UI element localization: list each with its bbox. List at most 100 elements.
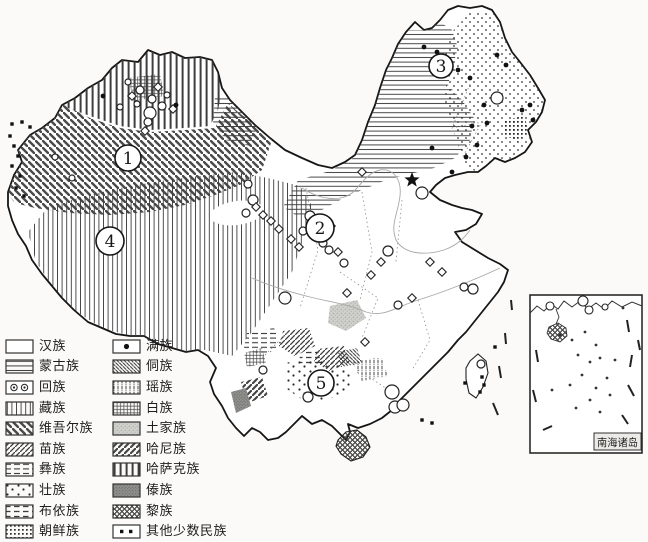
legend-swatch-menggu bbox=[5, 359, 34, 374]
legend-item-miao: 苗族 bbox=[5, 439, 104, 460]
diamond-symbols bbox=[126, 81, 448, 348]
region-yao bbox=[352, 357, 388, 381]
legend-label: 满族 bbox=[146, 338, 174, 354]
region-miao-1 bbox=[279, 328, 315, 356]
legend-swatch-zang bbox=[5, 400, 34, 416]
svg-text:2: 2 bbox=[315, 219, 326, 239]
legend-label: 朝鲜族 bbox=[39, 524, 80, 540]
legend-label: 哈尼族 bbox=[146, 441, 187, 457]
legend-item-dai: 傣族 bbox=[112, 480, 227, 501]
legend-item-menggu: 蒙古族 bbox=[5, 357, 104, 378]
legend-item-qita: 其他少数民族 bbox=[112, 521, 227, 542]
legend-column-1: 汉族蒙古族回族藏族维吾尔族苗族彝族壮族布依族朝鲜族 bbox=[5, 336, 104, 542]
minority-square-symbols bbox=[8, 120, 497, 425]
legend-item-li: 黎族 bbox=[112, 501, 227, 522]
south-china-sea-inset: 南海诸岛 bbox=[529, 294, 643, 454]
legend-item-yi: 彝族 bbox=[5, 460, 104, 481]
legend-swatch-hasake bbox=[112, 462, 141, 477]
yangtze-river bbox=[251, 267, 501, 314]
hui-circle-symbols bbox=[51, 78, 504, 414]
legend-label: 苗族 bbox=[39, 441, 67, 457]
rivers bbox=[251, 169, 501, 314]
legend-item-buyi: 布依族 bbox=[5, 501, 104, 522]
region-mongol-band bbox=[283, 22, 474, 218]
legend-swatch-dai bbox=[112, 483, 141, 498]
legend-item-chaoxian: 朝鲜族 bbox=[5, 521, 104, 542]
region-marker-4: 4 bbox=[95, 226, 125, 256]
region-yi bbox=[244, 328, 282, 356]
legend-swatch-bai bbox=[112, 400, 141, 416]
capital-star-icon bbox=[404, 172, 420, 187]
legend-label: 彝族 bbox=[39, 462, 67, 478]
legend-label: 布依族 bbox=[39, 503, 80, 519]
legend-swatch-miao bbox=[5, 442, 34, 457]
legend-swatch-hani bbox=[112, 442, 141, 457]
legend-label: 黎族 bbox=[146, 503, 174, 519]
legend-item-tujia: 土家族 bbox=[112, 418, 227, 439]
legend-column-2: 满族侗族瑶族白族土家族哈尼族哈萨克族傣族黎族其他少数民族 bbox=[112, 336, 227, 542]
taiwan-island bbox=[465, 353, 489, 399]
legend-label: 侗族 bbox=[146, 359, 174, 375]
legend-item-hasake: 哈萨克族 bbox=[112, 460, 227, 481]
legend-item-bai: 白族 bbox=[112, 398, 227, 419]
svg-text:4: 4 bbox=[105, 232, 116, 252]
legend-label: 汉族 bbox=[39, 338, 67, 354]
legend-swatch-buyi bbox=[5, 503, 34, 519]
qaidam-basin bbox=[210, 200, 264, 226]
province-boundaries bbox=[261, 83, 483, 393]
region-marker-5: 5 bbox=[307, 369, 335, 397]
legend-swatch-hui bbox=[5, 380, 34, 395]
inset-hui-circles bbox=[545, 295, 609, 315]
region-marker-3: 3 bbox=[428, 53, 454, 79]
numbered-region-markers: 1 2 3 4 5 bbox=[95, 53, 454, 397]
svg-text:5: 5 bbox=[316, 374, 327, 394]
legend-swatch-li bbox=[112, 503, 141, 519]
legend-swatch-yao bbox=[112, 380, 141, 395]
legend-item-hui: 回族 bbox=[5, 377, 104, 398]
legend-item-hani: 哈尼族 bbox=[112, 439, 227, 460]
manchu-dot-symbols bbox=[100, 44, 536, 175]
legend-label: 其他少数民族 bbox=[146, 524, 228, 540]
legend-swatch-chaoxian bbox=[5, 524, 34, 539]
legend-label: 藏族 bbox=[39, 400, 67, 416]
legend-swatch-dong bbox=[112, 359, 141, 374]
inset-leizhou bbox=[555, 308, 560, 325]
legend-swatch-zhuang bbox=[5, 483, 34, 498]
legend-swatch-weiwuer bbox=[5, 421, 34, 436]
svg-text:1: 1 bbox=[123, 149, 134, 169]
legend-item-dong: 侗族 bbox=[112, 357, 227, 378]
legend-label: 土家族 bbox=[146, 421, 187, 437]
svg-text:3: 3 bbox=[436, 57, 447, 77]
inset-label: 南海诸岛 bbox=[597, 436, 638, 449]
region-korean bbox=[504, 116, 530, 142]
inset-boundary-dashes bbox=[532, 319, 641, 431]
legend-swatch-qita bbox=[112, 524, 141, 539]
legend-label: 壮族 bbox=[39, 482, 67, 498]
region-tujia bbox=[328, 300, 366, 331]
legend-item-weiwuer: 维吾尔族 bbox=[5, 418, 104, 439]
legend-label: 维吾尔族 bbox=[39, 421, 94, 437]
legend-label: 瑶族 bbox=[146, 379, 174, 395]
inset-island-dots bbox=[550, 306, 625, 414]
region-marker-1: 1 bbox=[114, 144, 142, 172]
legend-item-zhuang: 壮族 bbox=[5, 480, 104, 501]
legend-label: 傣族 bbox=[146, 482, 174, 498]
legend: 汉族蒙古族回族藏族维吾尔族苗族彝族壮族布依族朝鲜族 满族侗族瑶族白族土家族哈尼族… bbox=[5, 336, 227, 542]
legend-item-yao: 瑶族 bbox=[112, 377, 227, 398]
inset-label-box bbox=[593, 432, 642, 451]
region-crosshatch-north-xinjiang bbox=[128, 74, 164, 101]
legend-item-han: 汉族 bbox=[5, 336, 104, 357]
legend-label: 蒙古族 bbox=[39, 359, 80, 375]
hainan-island bbox=[335, 429, 371, 462]
legend-item-zang: 藏族 bbox=[5, 398, 104, 419]
legend-swatch-man bbox=[112, 339, 141, 354]
legend-label: 哈萨克族 bbox=[146, 462, 201, 478]
legend-item-man: 满族 bbox=[112, 336, 227, 357]
region-marker-2: 2 bbox=[305, 213, 335, 243]
inset-hainan bbox=[546, 322, 568, 343]
legend-label: 白族 bbox=[146, 400, 174, 416]
legend-swatch-tujia bbox=[112, 421, 141, 436]
legend-swatch-han bbox=[5, 339, 34, 354]
legend-swatch-yi bbox=[5, 462, 34, 477]
